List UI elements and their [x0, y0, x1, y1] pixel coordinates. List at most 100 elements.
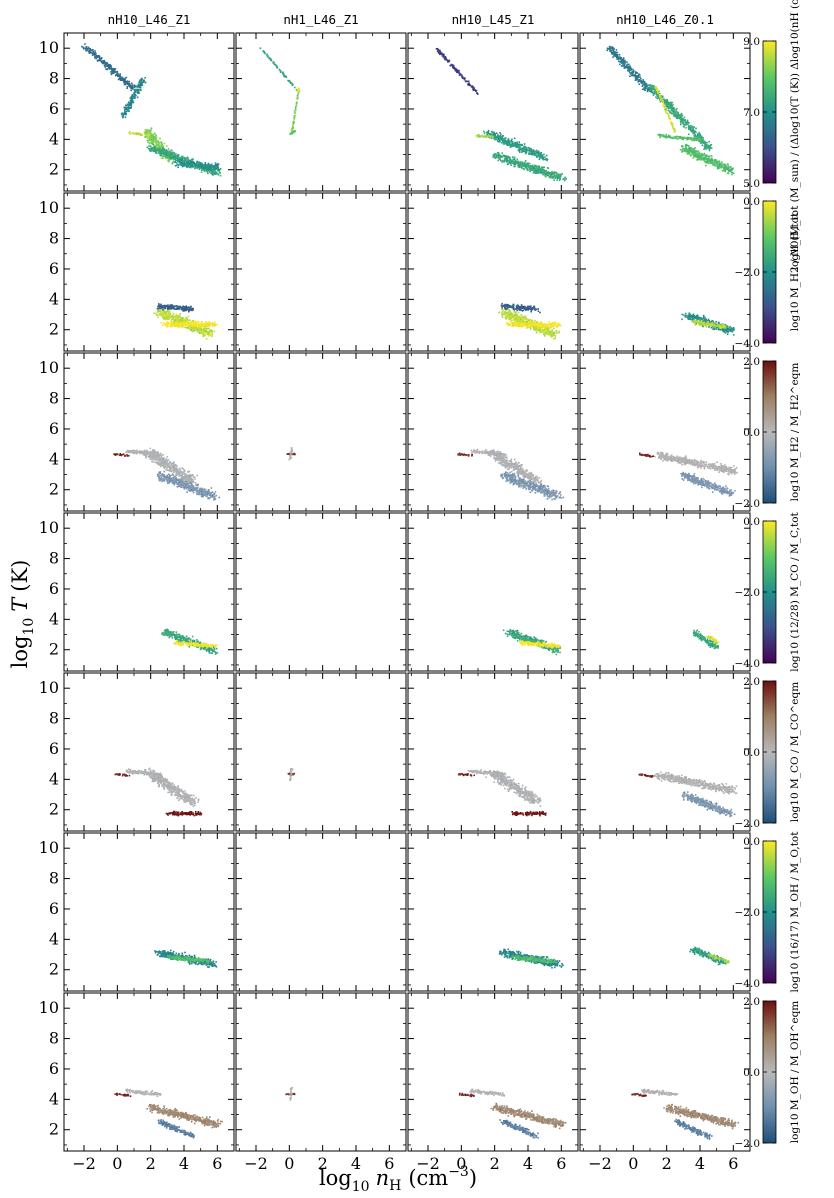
- panel-grid: 2468102468102468102468102468102468102468…: [39, 32, 751, 1173]
- density-cell: [522, 150, 524, 152]
- density-cell: [506, 140, 508, 142]
- density-cell: [491, 136, 494, 139]
- density-cell: [148, 139, 150, 141]
- density-cell: [687, 148, 690, 150]
- density-cell: [706, 159, 708, 162]
- density-cell: [146, 146, 149, 149]
- density-cell: [206, 328, 208, 330]
- density-cell: [186, 161, 188, 164]
- density-cell: [294, 107, 297, 109]
- density-cell: [544, 156, 546, 158]
- density-cell: [170, 316, 172, 318]
- density-cell: [709, 158, 711, 161]
- density-cell: [499, 156, 501, 159]
- density-cell: [536, 168, 539, 170]
- density-cell: [531, 166, 534, 169]
- density-cell: [150, 142, 153, 145]
- density-cell: [676, 116, 678, 118]
- density-cell: [180, 319, 183, 321]
- density-cell: [294, 130, 296, 133]
- panel-frame: [579, 32, 751, 192]
- density-cell: [660, 95, 663, 98]
- density-cell: [538, 158, 541, 160]
- density-cell: [661, 135, 663, 137]
- density-cell: [187, 309, 190, 311]
- density-cell: [477, 135, 479, 137]
- density-cell: [611, 53, 613, 55]
- density-cell: [297, 87, 300, 89]
- density-cell: [126, 83, 129, 86]
- density-cell: [696, 159, 698, 161]
- density-cell: [665, 112, 668, 114]
- density-cell: [510, 161, 512, 163]
- density-cell: [129, 107, 131, 109]
- density-cell: [199, 167, 201, 170]
- density-cell: [110, 71, 112, 73]
- density-cell: [110, 65, 112, 67]
- density-cell: [461, 75, 463, 77]
- density-cell: [216, 169, 219, 171]
- density-cell: [697, 150, 700, 153]
- density-cell: [214, 173, 217, 175]
- density-cell: [499, 140, 501, 143]
- density-cell: [217, 173, 220, 176]
- density-cell: [211, 322, 214, 324]
- density-cell: [296, 101, 298, 104]
- density-cell: [683, 136, 685, 139]
- density-cell: [155, 142, 158, 145]
- density-cell: [204, 163, 207, 166]
- density-cell: [85, 46, 88, 48]
- panel-frame: [235, 192, 407, 352]
- density-cell: [518, 165, 521, 167]
- density-cell: [154, 136, 156, 138]
- density-cell: [124, 79, 126, 81]
- density-cell: [496, 151, 499, 154]
- density-cell: [497, 159, 499, 162]
- density-cell: [137, 132, 140, 134]
- density-cell: [163, 142, 166, 145]
- density-cell: [526, 149, 528, 152]
- density-cell: [515, 143, 517, 146]
- density-cell: [214, 168, 216, 170]
- density-cell: [175, 164, 178, 167]
- density-cell: [295, 103, 298, 105]
- density-cell: [692, 131, 695, 134]
- density-cell: [204, 165, 206, 168]
- density-cell: [166, 321, 169, 323]
- density-cell: [647, 87, 650, 90]
- density-cell: [689, 128, 692, 131]
- density-cell: [183, 156, 186, 159]
- density-cell: [710, 155, 713, 157]
- density-cell: [207, 333, 210, 335]
- density-cell: [190, 161, 193, 164]
- density-cell: [169, 307, 171, 309]
- density-cell: [497, 153, 500, 155]
- density-cell: [178, 326, 181, 328]
- density-cell: [284, 76, 287, 78]
- density-cell: [625, 66, 628, 69]
- density-cell: [657, 92, 659, 94]
- density-cell: [629, 73, 632, 75]
- density-cell: [94, 52, 96, 54]
- density-cell: [663, 98, 665, 100]
- density-cell: [138, 85, 141, 88]
- density-cell: [127, 109, 129, 111]
- density-cell: [629, 75, 631, 77]
- density-cell: [642, 80, 645, 83]
- density-cell: [181, 159, 184, 161]
- density-cell: [166, 322, 168, 325]
- density-cell: [699, 159, 702, 161]
- density-cell: [496, 132, 498, 134]
- density-cell: [655, 90, 658, 92]
- density-cell: [165, 155, 168, 158]
- density-cell: [171, 162, 174, 165]
- density-cell: [198, 164, 200, 166]
- density-cell: [690, 147, 693, 149]
- density-cell: [519, 151, 521, 153]
- density-cell: [83, 47, 85, 50]
- density-cell: [501, 156, 504, 158]
- density-cell: [500, 135, 502, 138]
- density-cell: [702, 157, 705, 159]
- density-cell: [667, 109, 670, 112]
- density-cell: [670, 101, 672, 104]
